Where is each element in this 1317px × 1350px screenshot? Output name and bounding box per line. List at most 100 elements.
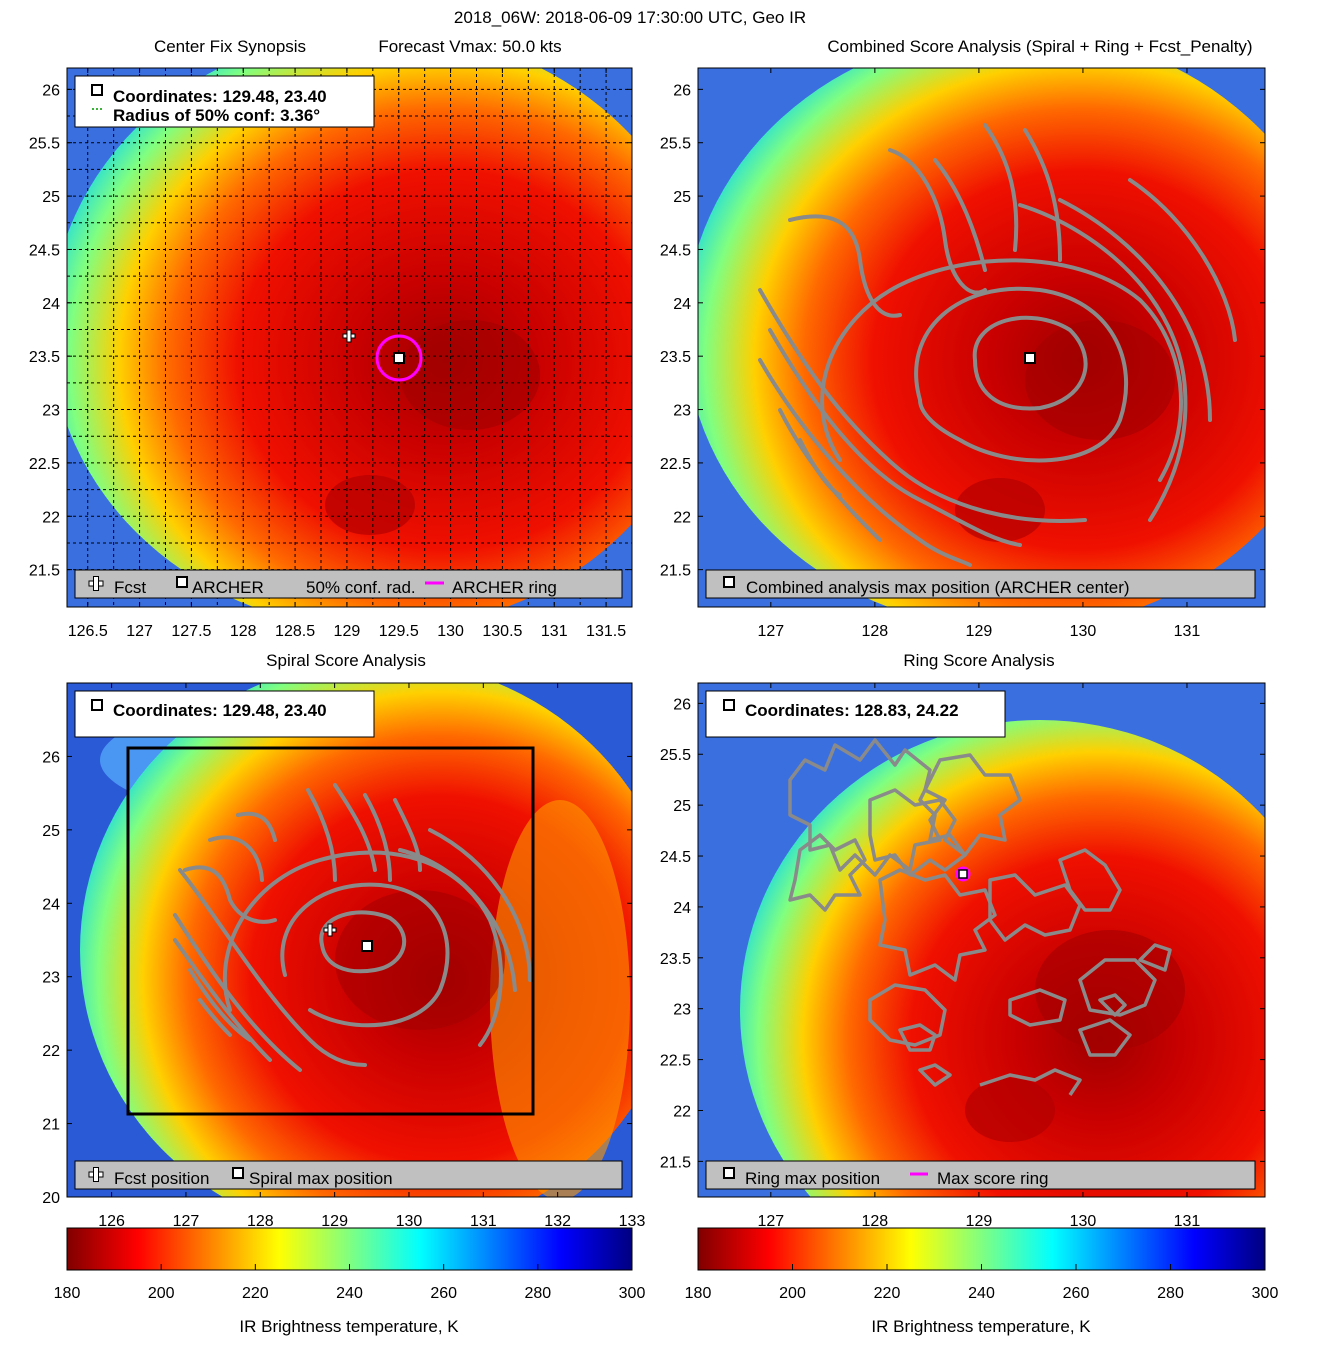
ring-max-marker — [958, 869, 968, 879]
colorbar-tick-label: 240 — [336, 1285, 363, 1302]
synopsis-ticks: 126.5 127 127.5 128 128.5 129 129.5 130 130.5 131… — [29, 68, 632, 640]
combined-ytick-label: 23.5 — [660, 349, 691, 366]
spiral-info-box — [74, 690, 375, 738]
colorbar-tick-label: 260 — [430, 1285, 457, 1302]
synopsis-xtick-label: 129 — [334, 623, 361, 640]
panel-ring: Ring Score Analysis — [660, 651, 1266, 1230]
archer-square-icon — [176, 576, 188, 588]
combined-xtick-label: 130 — [1070, 623, 1097, 640]
synopsis-coordinates: Coordinates: 129.48, 23.40 — [113, 87, 327, 106]
spiral-xtick-label: 133 — [619, 1213, 646, 1230]
colorbar-tick-label: 300 — [619, 1285, 646, 1302]
synopsis-title: Center Fix Synopsis — [154, 37, 306, 56]
spiral-xtick-label: 130 — [396, 1213, 423, 1230]
fcst-cross-icon — [88, 1167, 104, 1182]
synopsis-info-box — [74, 75, 375, 128]
legend-max-score-ring: Max score ring — [937, 1169, 1048, 1188]
combined-ytick-label: 22.5 — [660, 456, 691, 473]
spiral-xtick-label: 131 — [470, 1213, 497, 1230]
legend-fcst: Fcst — [114, 578, 146, 597]
combined-ytick-label: 22 — [673, 509, 691, 526]
ring-xtick-label: 131 — [1174, 1213, 1201, 1230]
ring-ytick-label: 24.5 — [660, 849, 691, 866]
ring-ytick-label: 25 — [673, 798, 691, 815]
synopsis-ytick-label: 25.5 — [29, 136, 60, 153]
synopsis-archer-marker — [393, 352, 405, 364]
ring-title: Ring Score Analysis — [903, 651, 1054, 670]
colorbar-right-strip — [697, 1227, 1266, 1271]
synopsis-ytick-label: 26 — [42, 82, 60, 99]
ring-legend — [705, 1160, 1256, 1190]
combined-max-marker — [1024, 352, 1036, 364]
spiral-ytick-label: 22 — [42, 1043, 60, 1060]
synopsis-archer-ring — [375, 334, 423, 382]
ring-xtick-label: 128 — [862, 1213, 889, 1230]
ring-xtick-label: 129 — [966, 1213, 993, 1230]
combined-ytick-label: 23 — [673, 403, 691, 420]
synopsis-xtick-label: 126.5 — [68, 623, 108, 640]
archer-square-icon — [91, 84, 103, 96]
spiral-legend — [74, 1160, 623, 1190]
ring-max-score-ring — [955, 866, 971, 882]
combined-axes-box — [697, 67, 1266, 608]
colorbar-tick-label: 180 — [685, 1285, 712, 1302]
colorbar-tick-label: 200 — [779, 1285, 806, 1302]
colorbar-tick-label: 240 — [968, 1285, 995, 1302]
combined-ytick-label: 25 — [673, 189, 691, 206]
panel-combined: Combined Score Analysis (Spiral + Ring +… — [660, 37, 1266, 640]
synopsis-ytick-label: 23.5 — [29, 349, 60, 366]
ring-ytick-label: 24 — [673, 900, 691, 917]
spiral-ytick-label: 23 — [42, 970, 60, 987]
combined-legend — [705, 569, 1256, 599]
legend-conf-rad: 50% conf. rad. — [306, 578, 416, 597]
colorbar-right-ticks: 180 200 220 240 260 280 300 — [685, 1264, 1278, 1302]
ring-ytick-label: 26 — [673, 696, 691, 713]
combined-xtick-label: 131 — [1174, 623, 1201, 640]
ring-coordinates: Coordinates: 128.83, 24.22 — [745, 701, 959, 720]
ring-ticks: 127 128 129 130 131 21.5 22 22.5 23 23.5 24 24.5 25 2… — [660, 683, 1265, 1230]
combined-xtick-label: 129 — [966, 623, 993, 640]
colorbar-tick-label: 200 — [148, 1285, 175, 1302]
colorbar-tick-label: 180 — [54, 1285, 81, 1302]
ring-ytick-label: 25.5 — [660, 747, 691, 764]
spiral-xtick-label: 132 — [544, 1213, 571, 1230]
spiral-ytick-label: 25 — [42, 823, 60, 840]
synopsis-vmax: Forecast Vmax: 50.0 kts — [378, 37, 561, 56]
colorbar-tick-label: 280 — [1157, 1285, 1184, 1302]
combined-ytick-label: 26 — [673, 82, 691, 99]
spiral-xtick-label: 126 — [98, 1213, 125, 1230]
synopsis-xtick-label: 128.5 — [275, 623, 315, 640]
legend-archer-ring: ARCHER ring — [452, 578, 557, 597]
spiral-ytick-label: 21 — [42, 1117, 60, 1134]
legend-ring-max: Ring max position — [745, 1169, 880, 1188]
spiral-xtick-label: 128 — [247, 1213, 274, 1230]
synopsis-xtick-label: 127.5 — [171, 623, 211, 640]
spiral-ytick-label: 24 — [42, 896, 60, 913]
ring-axes-box — [697, 682, 1266, 1198]
fcst-cross-icon — [88, 576, 104, 591]
synopsis-xtick-label: 130 — [437, 623, 464, 640]
spiral-coordinates: Coordinates: 129.48, 23.40 — [113, 701, 327, 720]
combined-ytick-label: 21.5 — [660, 563, 691, 580]
combined-xtick-label: 128 — [862, 623, 889, 640]
ring-xtick-label: 127 — [757, 1213, 784, 1230]
synopsis-ytick-label: 22.5 — [29, 456, 60, 473]
spiral-ticks: 126 127 128 129 130 131 132 133 20 21 22 23 24 25 26 — [42, 683, 645, 1230]
synopsis-ytick-label: 24.5 — [29, 242, 60, 259]
legend-fcst-position: Fcst position — [114, 1169, 209, 1188]
synopsis-xtick-label: 127 — [126, 623, 153, 640]
ring-ytick-label: 23.5 — [660, 951, 691, 968]
legend-spiral-max: Spiral max position — [249, 1169, 393, 1188]
spiral-xtick-label: 127 — [173, 1213, 200, 1230]
archer-square-icon — [91, 699, 103, 711]
combined-ytick-label: 24.5 — [660, 242, 691, 259]
ring-cloud-field — [740, 720, 1265, 1197]
spiral-max-marker — [361, 940, 373, 952]
panel-spiral: Spiral Score Analysis — [42, 651, 645, 1230]
synopsis-xtick-label: 131.5 — [586, 623, 626, 640]
synopsis-legend — [74, 569, 623, 599]
synopsis-axes-box — [66, 67, 633, 608]
archer-square-icon — [723, 576, 735, 588]
combined-ytick-label: 25.5 — [660, 136, 691, 153]
spiral-ytick-label: 26 — [42, 749, 60, 766]
